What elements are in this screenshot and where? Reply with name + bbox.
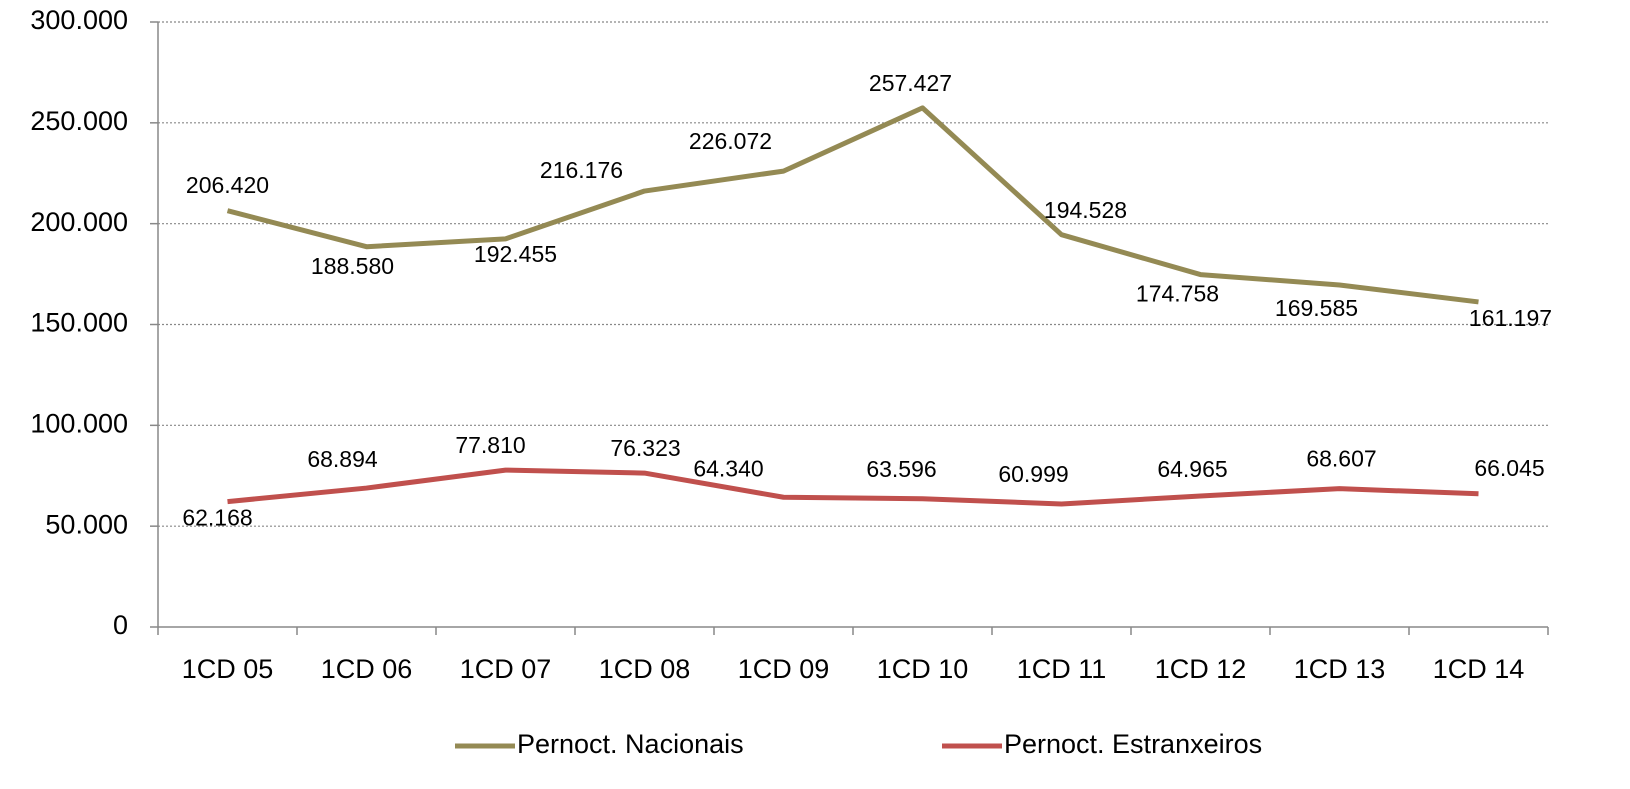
y-tick-label: 100.000 xyxy=(30,408,128,438)
data-label: 60.999 xyxy=(998,461,1068,487)
data-label: 194.528 xyxy=(1044,197,1127,223)
legend-label: Pernoct. Estranxeiros xyxy=(1004,729,1262,759)
x-tick-label: 1CD 13 xyxy=(1294,654,1386,684)
y-tick-label: 150.000 xyxy=(30,308,128,338)
x-tick-label: 1CD 10 xyxy=(877,654,969,684)
data-label: 62.168 xyxy=(182,505,252,531)
data-label: 76.323 xyxy=(610,435,680,461)
data-label: 161.197 xyxy=(1469,305,1552,331)
y-tick-label: 300.000 xyxy=(30,5,128,35)
data-label: 226.072 xyxy=(689,128,772,154)
data-label: 68.894 xyxy=(307,446,378,472)
x-tick-label: 1CD 06 xyxy=(321,654,413,684)
data-label: 64.340 xyxy=(693,455,763,481)
data-label: 188.580 xyxy=(311,253,394,279)
data-label: 63.596 xyxy=(866,456,936,482)
x-tick-label: 1CD 12 xyxy=(1155,654,1247,684)
x-tick-label: 1CD 09 xyxy=(738,654,830,684)
x-tick-label: 1CD 05 xyxy=(182,654,274,684)
y-tick-label: 50.000 xyxy=(45,509,128,539)
series-line xyxy=(227,467,1479,507)
data-label: 66.045 xyxy=(1474,455,1544,481)
data-label: 216.176 xyxy=(540,157,623,183)
x-tick-label: 1CD 11 xyxy=(1017,654,1107,684)
y-tick-label: 200.000 xyxy=(30,207,128,237)
x-tick-label: 1CD 14 xyxy=(1433,654,1525,684)
legend-label: Pernoct. Nacionais xyxy=(517,729,744,759)
data-label: 77.810 xyxy=(455,432,525,458)
x-tick-label: 1CD 08 xyxy=(599,654,691,684)
data-label: 192.455 xyxy=(474,241,557,267)
y-tick-label: 250.000 xyxy=(30,106,128,136)
data-label: 68.607 xyxy=(1306,446,1376,472)
data-label: 257.427 xyxy=(869,70,952,96)
series-line xyxy=(226,105,1479,305)
y-tick-label: 0 xyxy=(113,610,128,640)
x-tick-label: 1CD 07 xyxy=(460,654,552,684)
data-label: 169.585 xyxy=(1275,295,1358,321)
data-label: 174.758 xyxy=(1136,281,1219,307)
data-label: 206.420 xyxy=(186,172,269,198)
data-label: 64.965 xyxy=(1157,456,1227,482)
